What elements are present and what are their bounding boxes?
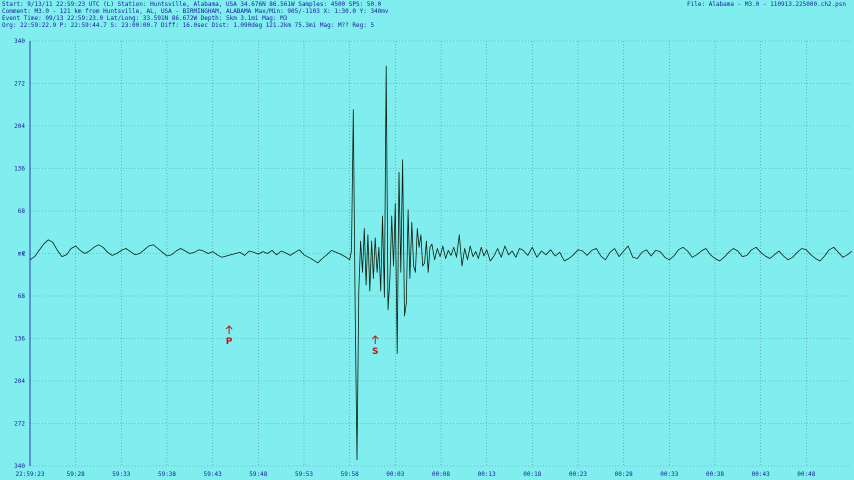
y-tick-label: 340 xyxy=(14,463,25,470)
x-tick-label: 00:28 xyxy=(615,471,633,478)
header-comment-line: Comment: M3.0 - 121 km from Huntsville, … xyxy=(2,8,389,15)
x-tick-label: 59:33 xyxy=(112,471,130,478)
x-tick-label: 59:58 xyxy=(341,471,359,478)
phase-label: P xyxy=(226,337,233,347)
phase-label: S xyxy=(372,347,378,357)
header-start-line: Start: 9/13/11 22:59:23 UTC (L) Station:… xyxy=(2,1,382,8)
y-tick-label: 340 xyxy=(14,38,25,45)
phase-arrow-icon xyxy=(371,335,379,344)
phase-markers: PS xyxy=(225,325,379,357)
x-tick-label: 00:18 xyxy=(523,471,541,478)
x-tick-label: 59:43 xyxy=(204,471,222,478)
phase-arrow-icon xyxy=(225,325,233,334)
x-tick-label: 00:48 xyxy=(797,471,815,478)
y-tick-label: 272 xyxy=(14,421,25,428)
y-tick-label: 204 xyxy=(14,378,25,385)
x-tick-label: 00:13 xyxy=(478,471,496,478)
y-axis-ticks: 340 272 204 136 68 mv 68 136 204 272 340 E xyxy=(14,38,26,470)
x-tick-label: 59:53 xyxy=(295,471,313,478)
header-origin-line: Org: 22:59:22.9 P: 22:59:44.7 S: 23:00:0… xyxy=(2,22,375,29)
y-tick-label: mv xyxy=(18,251,26,258)
seismic-trace-group xyxy=(29,65,853,461)
x-tick-label: 59:28 xyxy=(67,471,85,478)
x-tick-label: 00:08 xyxy=(432,471,450,478)
y-tick-label: 68 xyxy=(18,208,26,215)
file-name-label: File: Alabama - M3.0 - 110913.225000.ch2… xyxy=(687,1,846,8)
x-axis-ticks: 22:59:23 59:28 59:33 59:38 59:43 59:48 59:53 59… xyxy=(16,471,816,478)
x-tick-label: 59:38 xyxy=(158,471,176,478)
x-tick-label: 00:43 xyxy=(752,471,770,478)
x-tick-label: 00:23 xyxy=(569,471,587,478)
y-tick-label: 68 xyxy=(18,293,26,300)
x-tick-label: 22:59:23 xyxy=(16,471,45,478)
y-tick-label: 136 xyxy=(14,336,25,343)
y-tick-label: 204 xyxy=(14,123,25,130)
x-tick-label: 00:38 xyxy=(706,471,724,478)
y-tick-label: 272 xyxy=(14,81,25,88)
y-tick-label: 136 xyxy=(14,166,25,173)
header-event-line: Event Time: 09/13 22:59:23.0 Lat/Long: 3… xyxy=(2,15,288,22)
x-tick-label: 00:03 xyxy=(386,471,404,478)
seismic-trace-line xyxy=(29,65,853,461)
x-tick-label: 00:33 xyxy=(660,471,678,478)
channel-label: E xyxy=(22,251,26,258)
x-tick-label: 59:48 xyxy=(249,471,267,478)
